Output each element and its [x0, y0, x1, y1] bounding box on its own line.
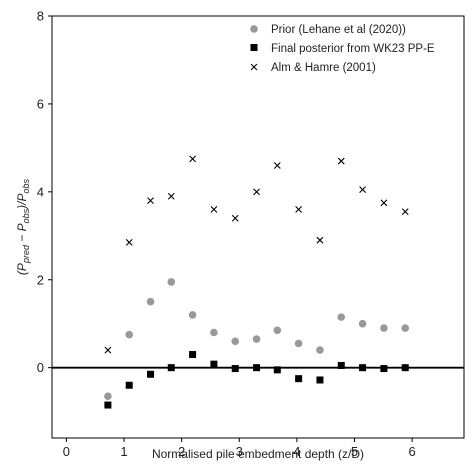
x-tick-label: 4 — [293, 444, 300, 459]
data-point-circle — [188, 311, 197, 319]
data-point-square — [316, 376, 324, 384]
data-point-circle — [231, 337, 240, 346]
legend-marker-square-icon — [250, 44, 258, 51]
data-point-circle — [104, 392, 112, 401]
data-point-square — [337, 361, 345, 369]
data-point-circle — [273, 326, 282, 335]
data-point-square — [253, 364, 261, 372]
y-axis: 0 2 4 6 8 — [37, 9, 52, 375]
data-point-circle — [337, 313, 346, 321]
data-point-x — [380, 199, 388, 207]
data-point-x — [295, 206, 303, 213]
data-point-x — [273, 162, 281, 169]
data-point-square — [273, 366, 281, 374]
x-tick-label: 6 — [409, 444, 416, 459]
data-point-square — [189, 350, 197, 358]
data-point-x — [189, 155, 196, 163]
data-point-circle — [358, 319, 367, 328]
y-tick-label: 8 — [37, 9, 44, 24]
data-point-x — [210, 206, 218, 213]
legend-marker-x-icon — [250, 63, 258, 71]
data-point-circle — [167, 278, 176, 286]
x-axis: 0 1 2 3 4 5 6 — [63, 438, 416, 459]
data-point-circle — [294, 339, 303, 348]
data-marks-layer — [104, 155, 410, 409]
y-axis-label: (Ppred − Pobs)/Pobs — [15, 178, 31, 275]
data-point-x — [104, 346, 112, 354]
plot-frame — [51, 15, 465, 439]
data-point-x — [167, 192, 175, 200]
series-x — [104, 155, 409, 354]
legend-item-alm-hamre: Alm & Hamre (2001) — [250, 62, 376, 74]
x-tick-label: 5 — [351, 444, 358, 459]
legend-label-alm-hamre: Alm & Hamre (2001) — [271, 62, 376, 74]
data-point-square — [359, 364, 367, 372]
x-tick-label: 0 — [63, 444, 70, 459]
data-point-circle — [380, 324, 388, 332]
data-point-x — [359, 186, 366, 194]
data-point-circle — [252, 335, 261, 343]
legend-marker-circle-icon — [250, 25, 258, 33]
data-point-circle — [401, 324, 410, 332]
series-circle — [104, 278, 410, 401]
series-square — [104, 350, 409, 409]
data-point-x — [125, 238, 133, 246]
x-tick-label: 3 — [236, 444, 243, 459]
x-tick-label: 2 — [178, 444, 185, 459]
data-point-circle — [210, 328, 218, 337]
data-point-square — [210, 360, 218, 368]
x-axis-label: Normalised pile embedment depth (z/D) — [152, 447, 364, 461]
data-point-square — [401, 364, 409, 372]
data-point-circle — [125, 330, 134, 339]
y-tick-label: 4 — [37, 184, 44, 199]
legend-label-prior: Prior (Lehane et al (2020)) — [271, 24, 406, 36]
legend-label-posterior: Final posterior from WK23 PP-E — [271, 43, 435, 55]
data-point-x — [253, 188, 260, 196]
legend-item-posterior: Final posterior from WK23 PP-E — [250, 43, 435, 55]
data-point-square — [231, 365, 239, 373]
data-point-square — [125, 381, 133, 389]
svg-text:(Ppred − Pobs)/Pobs: (Ppred − Pobs)/Pobs — [15, 178, 31, 275]
data-point-circle — [146, 297, 155, 306]
y-tick-label: 6 — [37, 96, 44, 111]
legend: Prior (Lehane et al (2020)) Final poster… — [250, 24, 435, 74]
data-point-x — [401, 208, 409, 216]
data-point-square — [167, 364, 175, 372]
data-point-square — [104, 401, 112, 409]
y-tick-label: 2 — [37, 272, 44, 287]
legend-item-prior: Prior (Lehane et al (2020)) — [250, 24, 406, 36]
data-point-x — [231, 214, 239, 222]
y-tick-label: 0 — [37, 360, 44, 375]
data-point-square — [380, 365, 388, 373]
data-point-x — [337, 157, 345, 165]
data-point-circle — [316, 346, 324, 354]
data-point-x — [147, 197, 154, 205]
x-tick-label: 1 — [120, 444, 127, 459]
data-point-square — [295, 375, 303, 383]
data-point-x — [316, 236, 324, 244]
data-point-square — [147, 370, 155, 378]
